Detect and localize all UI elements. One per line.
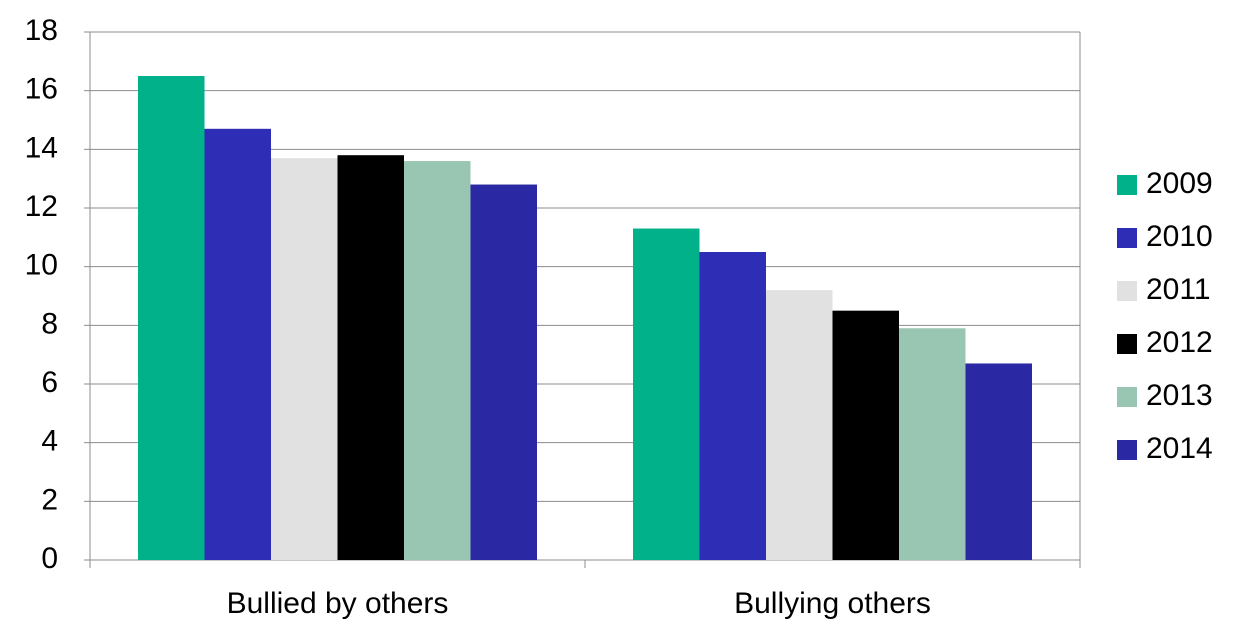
legend-swatch: [1117, 175, 1137, 195]
y-tick-label: 0: [41, 542, 58, 575]
bar: [204, 128, 271, 561]
bar: [832, 310, 899, 560]
bar: [271, 158, 338, 560]
bar: [337, 155, 404, 560]
y-tick-label: 10: [25, 249, 58, 282]
legend-label: 2010: [1146, 220, 1213, 253]
y-tick-label: 8: [41, 307, 58, 340]
x-tick-label: Bullying others: [734, 587, 931, 620]
bar: [633, 228, 700, 561]
y-tick-label: 14: [25, 131, 58, 164]
bar: [470, 184, 537, 561]
bar: [965, 363, 1032, 560]
bar: [404, 161, 471, 561]
bar: [766, 290, 833, 560]
bar: [899, 328, 966, 560]
y-tick-label: 6: [41, 366, 58, 399]
legend-label: 2012: [1146, 326, 1213, 359]
y-tick-label: 2: [41, 483, 58, 516]
legend-swatch: [1117, 281, 1137, 301]
y-tick-label: 12: [25, 190, 58, 223]
legend-swatch: [1117, 440, 1137, 460]
y-tick-label: 16: [25, 73, 58, 106]
legend-label: 2014: [1146, 432, 1213, 465]
y-tick-label: 4: [41, 425, 58, 458]
legend-label: 2011: [1146, 273, 1211, 306]
bar: [699, 252, 766, 560]
legend-swatch: [1117, 387, 1137, 407]
legend-swatch: [1117, 334, 1137, 354]
y-tick-label: 18: [25, 14, 58, 47]
x-tick-label: Bullied by others: [227, 587, 449, 620]
legend-label: 2009: [1146, 167, 1213, 200]
legend-swatch: [1117, 228, 1137, 248]
legend-label: 2013: [1146, 379, 1213, 412]
bar: [138, 76, 205, 560]
